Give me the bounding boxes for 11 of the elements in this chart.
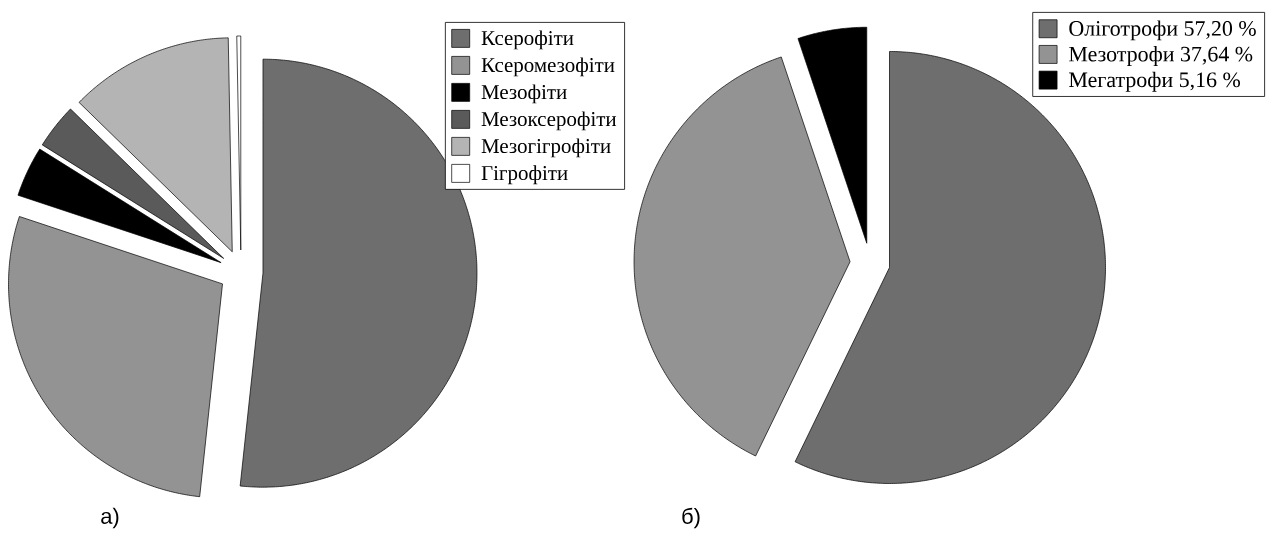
legend-label: Ксеромезофіти xyxy=(481,57,615,77)
legend-label: Ксерофіти xyxy=(481,30,574,50)
text: а) xyxy=(101,507,119,529)
text: б) xyxy=(682,507,700,529)
legend-label: Мезогігрофіти xyxy=(481,138,611,158)
legend-label: Мезофіти xyxy=(481,84,567,104)
legend-label: Мегатрофи 5,16 % xyxy=(1069,71,1241,92)
legend-label: Оліготрофи 57,20 % xyxy=(1069,20,1256,41)
legend-label: Мезотрофи 37,64 % xyxy=(1069,46,1253,66)
legend-label: Мезоксерофіти xyxy=(481,111,617,131)
legend-label: Гігрофіти xyxy=(481,165,568,185)
